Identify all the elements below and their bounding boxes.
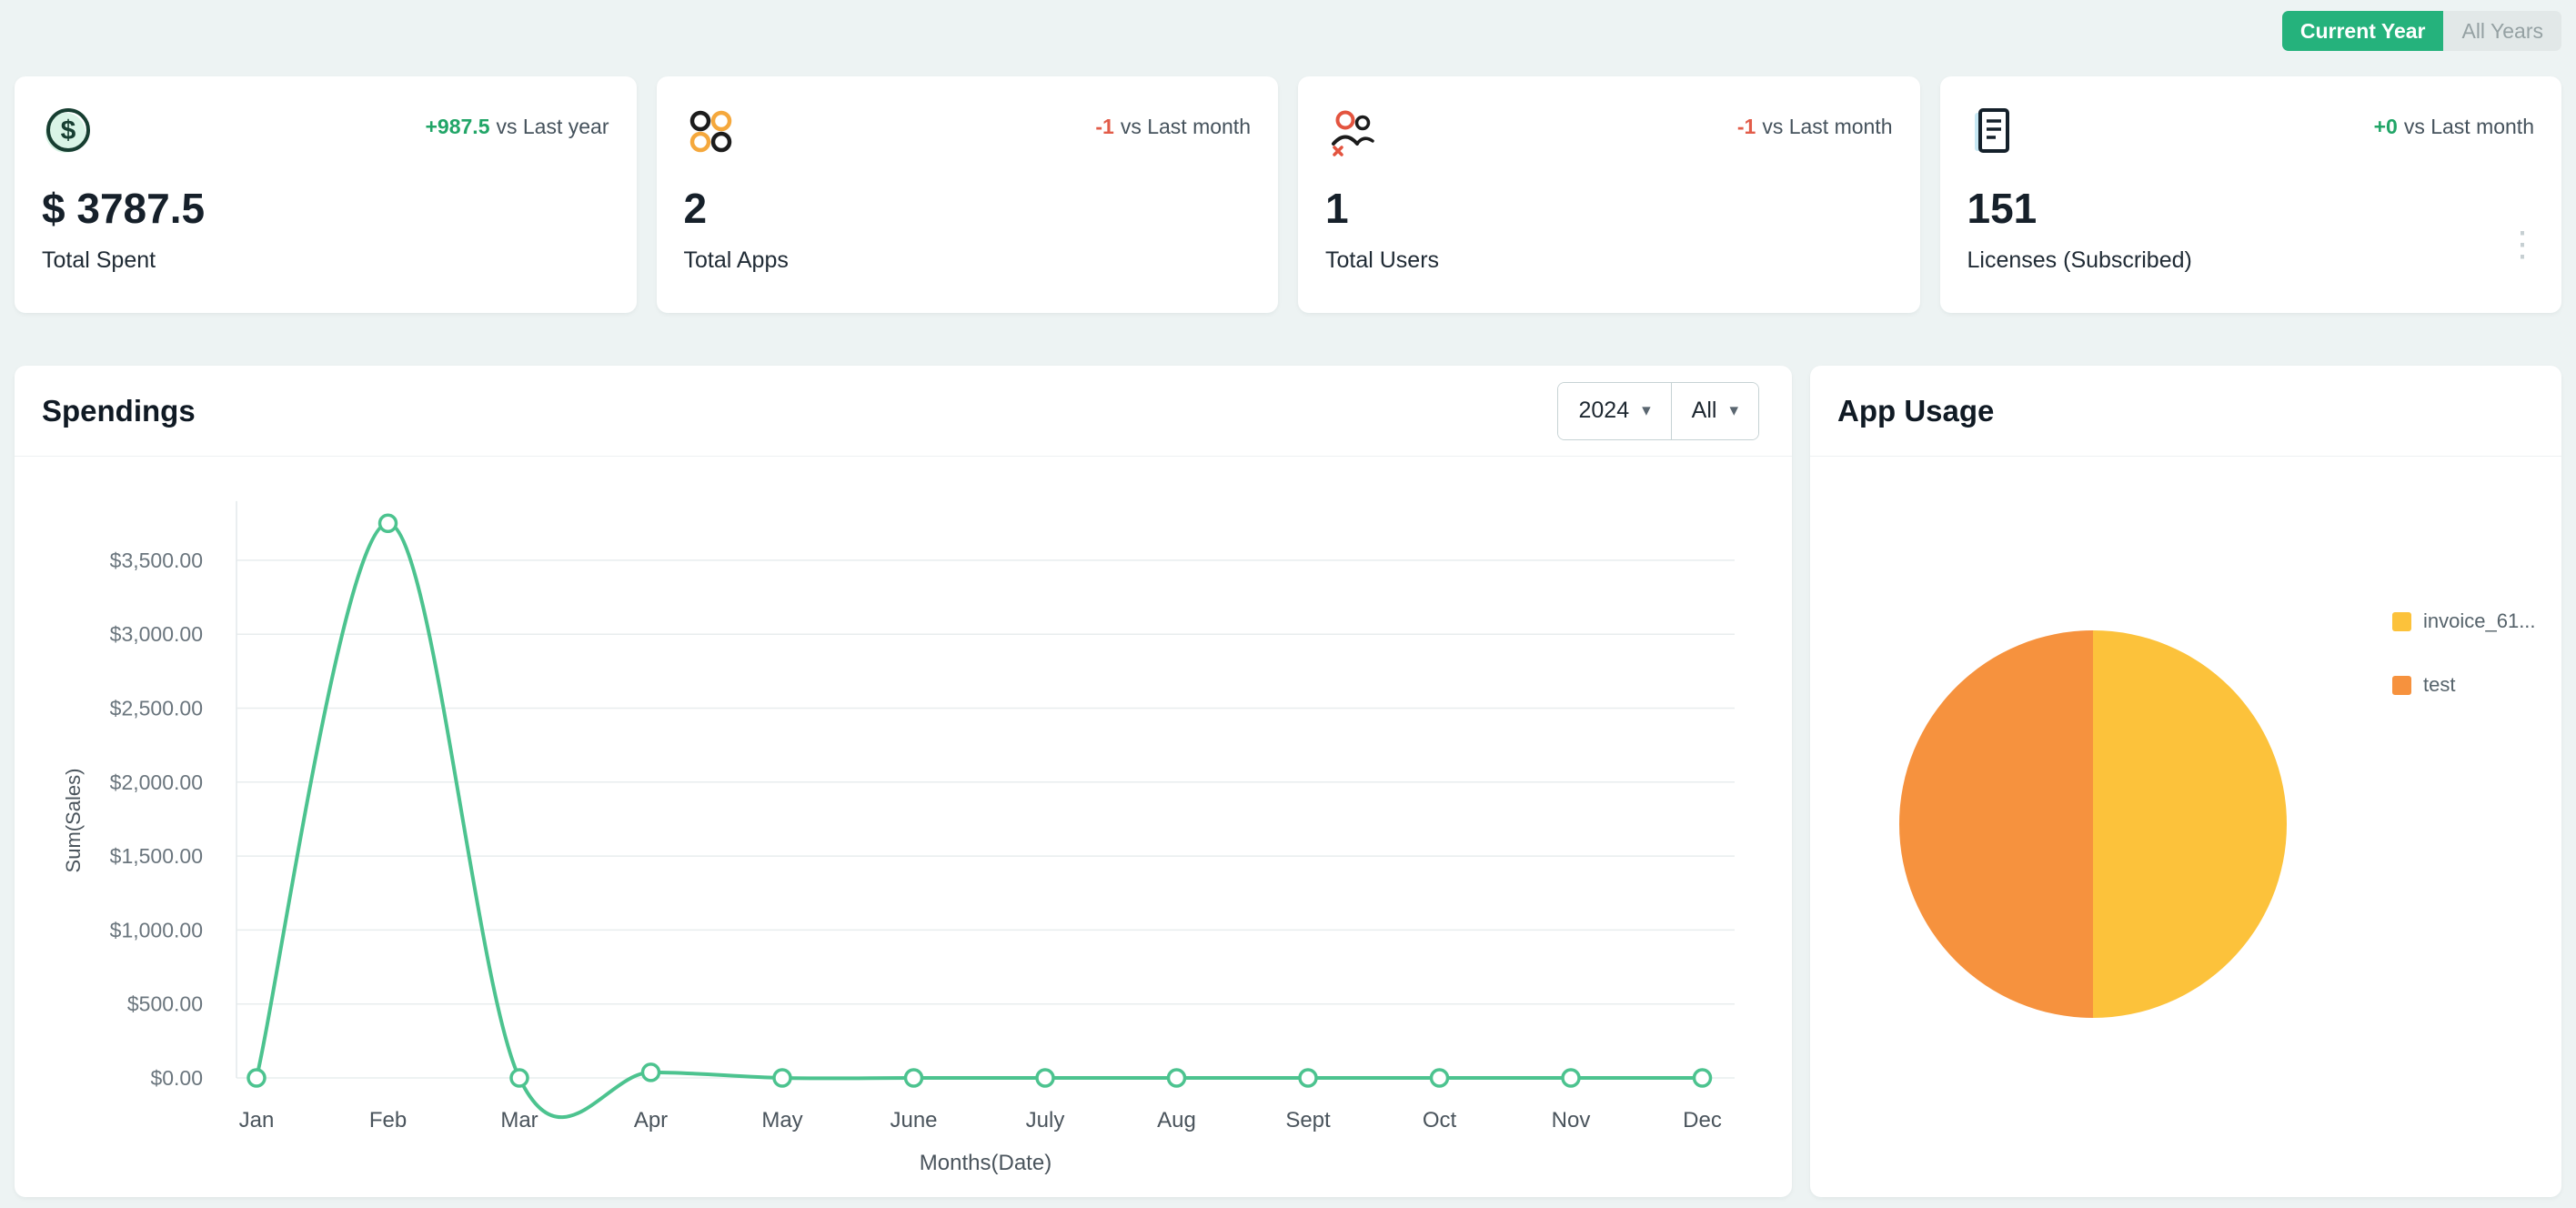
stats-row: $ +987.5 vs Last year $ 3787.5 Total Spen… bbox=[15, 76, 2561, 313]
stat-delta-value: +0 bbox=[2373, 115, 2398, 138]
chevron-down-icon: ▾ bbox=[1642, 401, 1651, 420]
legend-swatch bbox=[2392, 675, 2411, 695]
stat-delta-suffix: vs Last year bbox=[496, 115, 609, 138]
stat-label: Total Spent bbox=[42, 247, 156, 273]
legend-swatch bbox=[2392, 611, 2411, 631]
stat-card-total-users: -1 vs Last month 1 Total Users bbox=[1298, 76, 1920, 313]
licenses-icon bbox=[1967, 106, 2018, 156]
svg-text:Aug: Aug bbox=[1157, 1108, 1196, 1132]
svg-text:$: $ bbox=[61, 116, 76, 146]
svg-text:Feb: Feb bbox=[369, 1108, 407, 1132]
legend-item-invoice[interactable]: invoice_61... bbox=[2392, 609, 2536, 633]
pie-legend: invoice_61... test bbox=[2392, 609, 2536, 697]
stat-delta-suffix: vs Last month bbox=[1120, 115, 1251, 138]
stat-delta-value: -1 bbox=[1736, 115, 1756, 138]
svg-text:Sept: Sept bbox=[1285, 1108, 1331, 1132]
scope-filter-value: All bbox=[1691, 398, 1717, 423]
stat-delta-suffix: vs Last month bbox=[1762, 115, 1893, 138]
stat-value: $ 3787.5 bbox=[42, 185, 206, 232]
users-icon bbox=[1325, 106, 1376, 156]
current-year-button[interactable]: Current Year bbox=[2281, 11, 2444, 51]
stat-delta-value: +987.5 bbox=[425, 115, 490, 138]
svg-text:May: May bbox=[761, 1108, 802, 1132]
spendings-filters: 2024 ▾ All ▾ bbox=[1557, 381, 1759, 440]
svg-text:$0.00: $0.00 bbox=[150, 1066, 203, 1090]
topbar: Current Year All Years bbox=[0, 0, 2576, 51]
spendings-title: Spendings bbox=[42, 393, 196, 428]
app-usage-pie-chart bbox=[1899, 630, 2287, 1018]
svg-text:$1,000.00: $1,000.00 bbox=[110, 918, 203, 941]
svg-text:Nov: Nov bbox=[1552, 1108, 1591, 1132]
svg-text:$500.00: $500.00 bbox=[127, 992, 203, 1016]
stat-label: Licenses (Subscribed) bbox=[1967, 247, 2192, 273]
svg-text:$2,500.00: $2,500.00 bbox=[110, 697, 203, 720]
year-filter-value: 2024 bbox=[1578, 398, 1630, 423]
stat-value: 2 bbox=[683, 185, 708, 232]
year-range-toggle: Current Year All Years bbox=[2281, 11, 2561, 51]
stat-label: Total Apps bbox=[683, 247, 789, 273]
svg-text:June: June bbox=[890, 1108, 937, 1132]
svg-text:July: July bbox=[1026, 1108, 1065, 1132]
svg-text:Dec: Dec bbox=[1683, 1108, 1722, 1132]
svg-text:Apr: Apr bbox=[634, 1108, 668, 1132]
stat-delta: +0 vs Last month bbox=[2374, 115, 2534, 139]
svg-text:Sum(Sales): Sum(Sales) bbox=[62, 769, 85, 873]
panels-row: Spendings 2024 ▾ All ▾ $0.00 $500.00 $1,00… bbox=[15, 366, 2561, 1197]
stat-delta-suffix: vs Last month bbox=[2403, 115, 2534, 138]
svg-text:Jan: Jan bbox=[239, 1108, 275, 1132]
legend-label: invoice_61... bbox=[2423, 609, 2536, 632]
year-filter-dropdown[interactable]: 2024 ▾ bbox=[1558, 382, 1672, 439]
spendings-line-chart: $0.00 $500.00 $1,000.00 $1,500.00 $2,000.00 $… bbox=[15, 457, 1792, 1196]
legend-label: test bbox=[2423, 673, 2456, 696]
app-usage-chart-area: invoice_61... test bbox=[1810, 457, 2561, 1196]
svg-text:$1,500.00: $1,500.00 bbox=[110, 844, 203, 868]
all-years-button[interactable]: All Years bbox=[2443, 11, 2561, 51]
svg-text:$3,000.00: $3,000.00 bbox=[110, 622, 203, 646]
apps-icon bbox=[684, 106, 735, 156]
app-usage-panel: App Usage invoice_61... test bbox=[1810, 366, 2561, 1197]
stat-card-total-spent: $ +987.5 vs Last year $ 3787.5 Total Spen… bbox=[15, 76, 637, 313]
scope-filter-dropdown[interactable]: All ▾ bbox=[1671, 382, 1758, 439]
stat-label: Total Users bbox=[1325, 247, 1440, 273]
stat-value: 1 bbox=[1325, 185, 1349, 232]
app-usage-header: App Usage bbox=[1810, 366, 2561, 457]
chevron-down-icon: ▾ bbox=[1729, 401, 1738, 420]
legend-item-test[interactable]: test bbox=[2392, 673, 2536, 697]
stat-value: 151 bbox=[1967, 185, 2038, 232]
svg-text:Oct: Oct bbox=[1423, 1108, 1457, 1132]
dollar-icon: $ bbox=[42, 106, 93, 156]
svg-text:Months(Date): Months(Date) bbox=[920, 1151, 1052, 1175]
svg-text:$2,000.00: $2,000.00 bbox=[110, 770, 203, 794]
stat-delta: +987.5 vs Last year bbox=[426, 115, 609, 139]
line-chart-svg: $0.00 $500.00 $1,000.00 $1,500.00 $2,000.00 $… bbox=[62, 500, 1735, 1175]
app-usage-title: App Usage bbox=[1837, 393, 1995, 428]
svg-text:$3,500.00: $3,500.00 bbox=[110, 549, 203, 572]
stat-card-total-apps: -1 vs Last month 2 Total Apps bbox=[656, 76, 1278, 313]
card-overflow-menu-icon[interactable]: ⋮ bbox=[2498, 224, 2547, 266]
svg-text:Mar: Mar bbox=[500, 1108, 538, 1132]
spendings-panel: Spendings 2024 ▾ All ▾ $0.00 $500.00 $1,00… bbox=[15, 366, 1792, 1197]
spendings-header: Spendings 2024 ▾ All ▾ bbox=[15, 366, 1792, 457]
stat-delta: -1 vs Last month bbox=[1737, 115, 1893, 139]
stat-delta: -1 vs Last month bbox=[1095, 115, 1251, 139]
stat-card-licenses: +0 vs Last month 151 Licenses (Subscribed… bbox=[1939, 76, 2561, 313]
stat-delta-value: -1 bbox=[1095, 115, 1114, 138]
